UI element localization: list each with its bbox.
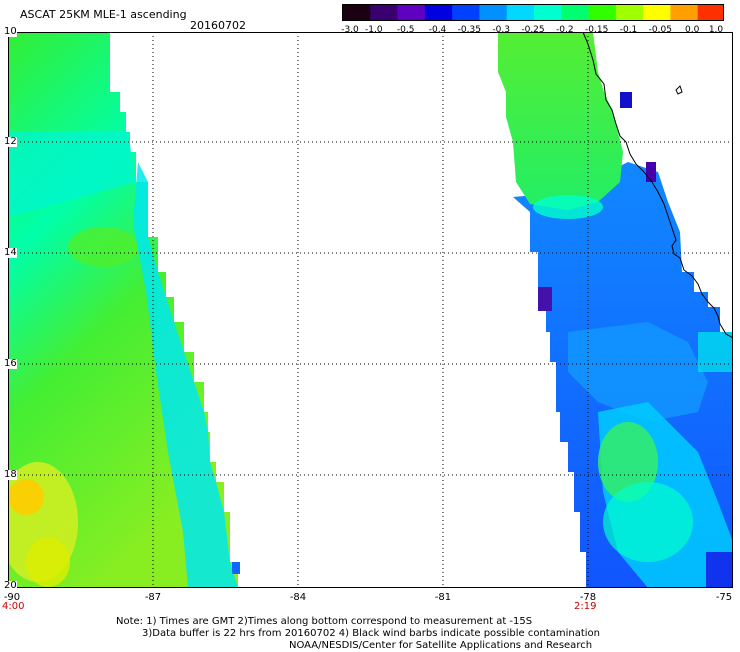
colorbar-tick-label: -0.1 [619,25,638,35]
colorbar-segment [588,5,617,20]
left-swath-blue-pixel [232,562,240,574]
colorbar-tick-label: -0.35 [457,25,481,35]
colorbar-segment [506,5,535,20]
map-frame [8,32,733,588]
lon-label-90: -90 [3,592,21,603]
right-swath-darkblue-corner [706,552,733,588]
colorbar-segment [643,5,671,20]
colorbar-tick-label: -0.15 [585,25,609,35]
colorbar-tick-label: -0.2 [556,25,574,35]
colorbar-tick-label: 1.0 [708,25,724,35]
right-swath-lightblue-patch [568,322,708,422]
footnote-line-1: Note: 1) Times are GMT 2)Times along bot… [116,616,533,627]
footnote-line-3: NOAA/NESDIS/Center for Satellite Applica… [289,640,593,651]
left-swath-cyan-edge [133,162,238,588]
lat-label-14: 14 [4,247,17,258]
time-label-right: 2:19 [574,601,597,612]
colorbar-tick-label: -0.5 [396,25,415,35]
lat-label-10: 10 [4,26,17,37]
colorbar [342,4,724,21]
coastline [582,32,733,339]
colorbar-tick-label: -0.05 [648,25,672,35]
colorbar-tick-label: -1.0 [365,25,383,35]
right-swath-purple-pixel-1 [538,287,552,311]
lon-label-78: -78 [579,592,597,603]
colorbar-segment [697,5,723,20]
right-swath [498,32,733,588]
colorbar-tick-label: -3.0 [341,25,359,35]
footnote: Note: 1) Times are GMT 2)Times along bot… [116,616,600,652]
right-swath-green-top [498,32,623,210]
lat-label-20: 20 [4,580,17,591]
lon-label-75: -75 [715,592,733,603]
island-marker [675,85,683,95]
left-swath [8,32,240,588]
colorbar-segment [670,5,699,20]
colorbar-tick-label: -0.25 [521,25,545,35]
colorbar-tick-label: -0.3 [492,25,510,35]
right-swath-aqua-patch [533,195,603,219]
colorbar-segment [343,5,371,20]
colorbar-segment [534,5,562,20]
colorbar-segment [615,5,644,20]
lat-label-16: 16 [4,358,17,369]
colorbar-segment [452,5,480,20]
lon-label-87: -87 [144,592,162,603]
map-title: ASCAT 25KM MLE-1 ascending [20,8,187,21]
left-swath-green-patch [68,227,138,267]
right-swath-purple-pixel-2 [646,162,656,182]
grid-lines [8,32,733,588]
right-swath-aqua-south [603,482,693,562]
map-date: 20160702 [190,19,246,32]
right-swath-green-south [598,422,658,502]
colorbar-segment [424,5,453,20]
time-label-left: 4:00 [2,601,25,612]
colorbar-segment [370,5,399,20]
right-swath-darkblue-pixel [620,92,632,108]
left-swath-orange-patch [8,479,44,515]
colorbar-tick-label: 0.0 [684,25,700,35]
lat-label-12: 12 [4,136,17,147]
colorbar-segment [397,5,426,20]
colorbar-segment [561,5,590,20]
left-swath-cyan-band [8,132,136,217]
footnote-line-2: 3)Data buffer is 22 hrs from 20160702 4)… [142,628,600,639]
lat-label-18: 18 [4,469,17,480]
map-plot [8,32,733,588]
lon-label-84: -84 [289,592,307,603]
colorbar-tick-label: -0.4 [428,25,447,35]
left-swath-yellow-inner [26,537,70,587]
right-swath-cyan-pixel [698,332,733,372]
lon-label-81: -81 [434,592,452,603]
colorbar-segment [479,5,508,20]
